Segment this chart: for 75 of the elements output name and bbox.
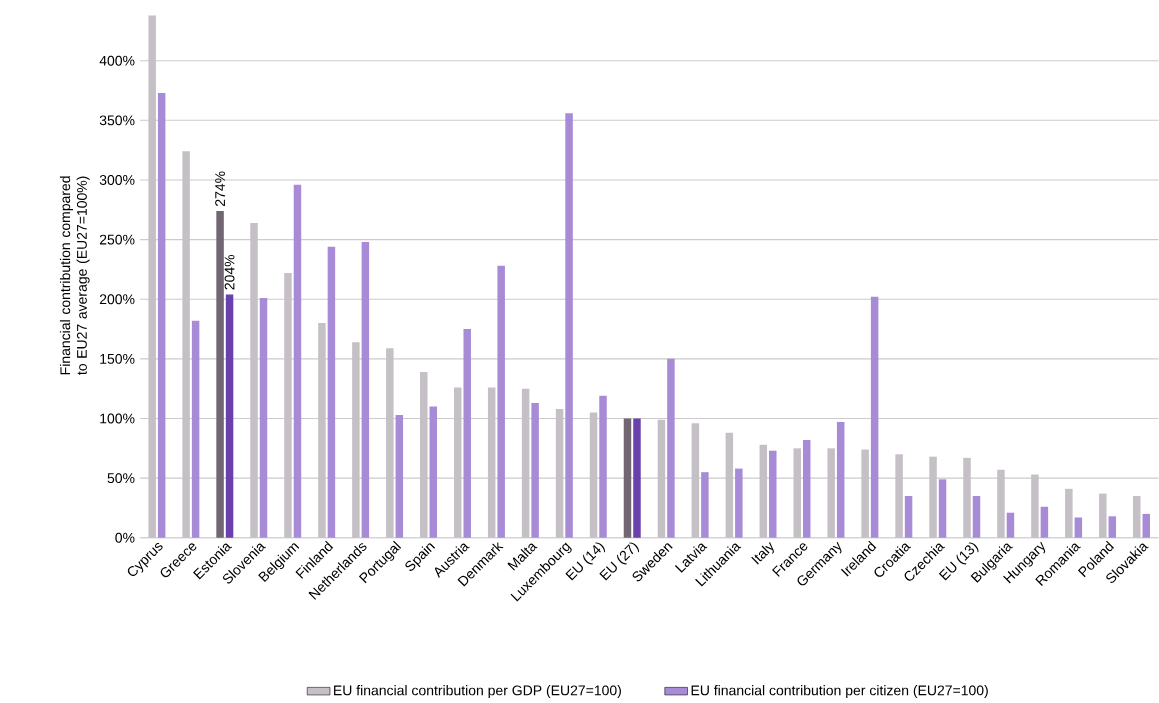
y-tick-label: 0% — [115, 533, 135, 543]
bar — [861, 449, 869, 538]
data-label: 204% — [224, 255, 235, 290]
bar — [701, 472, 709, 538]
bar — [904, 496, 913, 538]
bar — [531, 403, 539, 538]
bar — [453, 387, 462, 538]
bar — [870, 297, 879, 538]
bar — [395, 415, 404, 538]
bar — [182, 151, 190, 538]
bar — [997, 469, 1005, 538]
y-tick-label: 250% — [99, 234, 135, 245]
bar — [725, 432, 734, 538]
bar — [259, 298, 268, 538]
bar — [929, 456, 937, 538]
bar — [1006, 512, 1015, 538]
bar — [589, 412, 598, 538]
bar — [836, 422, 845, 538]
bar — [191, 320, 200, 538]
y-tick-label: 400% — [99, 55, 135, 66]
bar — [691, 423, 700, 538]
bar — [1099, 493, 1107, 538]
bar — [216, 211, 224, 538]
bar — [327, 246, 336, 538]
bar — [1142, 514, 1150, 538]
bar — [148, 15, 156, 538]
y-tick-label: 150% — [100, 354, 135, 365]
bar — [1133, 496, 1141, 538]
bar — [759, 444, 768, 538]
bar — [157, 93, 166, 538]
bar — [1065, 489, 1073, 538]
x-tick-label: Italy — [751, 542, 774, 565]
bar — [972, 496, 981, 538]
bar — [250, 223, 258, 538]
bar — [657, 419, 666, 538]
bar — [463, 329, 471, 538]
bar — [521, 388, 530, 538]
bar — [633, 418, 641, 538]
bar — [386, 348, 394, 538]
bar — [895, 454, 903, 538]
y-tick-label: 300% — [99, 175, 135, 186]
y-tick-label: 200% — [99, 294, 135, 305]
bar — [769, 450, 777, 538]
bar — [938, 479, 947, 538]
bar — [565, 113, 573, 538]
y-tick-label: 100% — [100, 413, 135, 424]
y-tick-label: 350% — [99, 115, 135, 126]
bar — [284, 273, 292, 538]
bar — [361, 242, 370, 538]
bar — [555, 409, 564, 538]
bar — [793, 448, 801, 538]
bar — [1031, 474, 1039, 538]
bar — [1040, 506, 1049, 538]
bar — [293, 184, 302, 538]
bar — [599, 396, 607, 538]
bar — [429, 406, 438, 538]
bar — [352, 342, 360, 538]
bar — [667, 359, 675, 538]
data-label: 274% — [215, 171, 225, 207]
legend-label: EU financial contribution per GDP (EU27=100) — [334, 685, 621, 699]
bar — [623, 418, 632, 538]
bar — [735, 468, 743, 538]
bar — [318, 323, 326, 538]
bar — [420, 372, 428, 538]
y-axis-title: Financial contribution compared to EU27 average (EU27=100%) — [59, 176, 90, 376]
bar — [802, 440, 811, 538]
bar — [827, 448, 835, 538]
y-tick-label: 50% — [107, 473, 135, 484]
bar — [963, 458, 971, 538]
bar — [497, 266, 505, 538]
bar — [225, 294, 234, 538]
legend-label: EU financial contribution per citizen (EU27=100) — [691, 685, 988, 699]
bar — [487, 387, 496, 538]
bar — [1074, 517, 1083, 538]
bar — [1108, 516, 1117, 538]
